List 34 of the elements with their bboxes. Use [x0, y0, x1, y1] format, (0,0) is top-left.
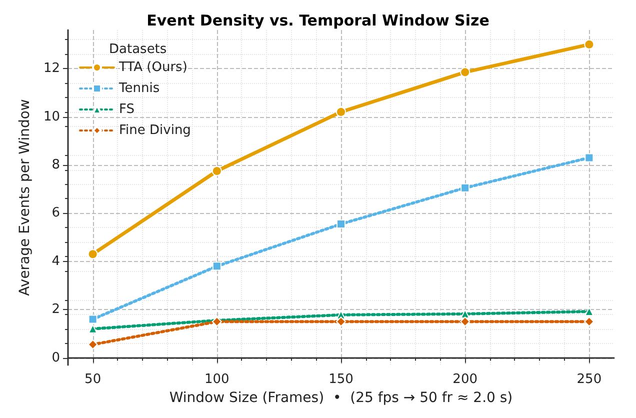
point — [212, 262, 222, 271]
x-tick-label: 200 — [452, 372, 478, 387]
point — [212, 166, 222, 176]
y-tick-label: 8 — [52, 157, 60, 172]
y-tick-label: 0 — [52, 350, 60, 366]
legend-title: Datasets — [109, 42, 167, 57]
x-tick-label: 250 — [576, 372, 602, 387]
x-tick-label: 50 — [84, 372, 102, 387]
x-tick-label: 100 — [204, 372, 230, 387]
point — [88, 249, 98, 260]
y-tick-label: 4 — [52, 254, 60, 269]
y-tick-label: 6 — [52, 206, 60, 221]
y-tick-label: 10 — [43, 109, 60, 124]
point — [460, 183, 470, 192]
x-tick-label: 150 — [328, 372, 354, 387]
point — [584, 316, 594, 327]
point — [460, 316, 470, 327]
point — [584, 153, 594, 162]
point — [460, 67, 470, 78]
legend-label: Tennis — [118, 81, 160, 96]
point — [336, 316, 346, 327]
legend-label: FS — [119, 102, 135, 117]
y-axis-title: Average Events per Window — [17, 99, 33, 296]
point — [584, 39, 594, 50]
point — [88, 314, 98, 324]
chart-title: Event Density vs. Temporal Window Size — [146, 12, 490, 30]
point — [336, 106, 346, 117]
y-tick-label: 12 — [43, 61, 60, 76]
point — [336, 220, 346, 229]
x-axis-title: Window Size (Frames) • (25 fps → 50 fr ≈ 2.0 s) — [169, 390, 513, 406]
legend-label: Fine Diving — [119, 123, 191, 138]
y-tick-label: 2 — [52, 302, 60, 318]
point — [88, 340, 98, 350]
legend-label: TTA (Ours) — [118, 60, 188, 75]
